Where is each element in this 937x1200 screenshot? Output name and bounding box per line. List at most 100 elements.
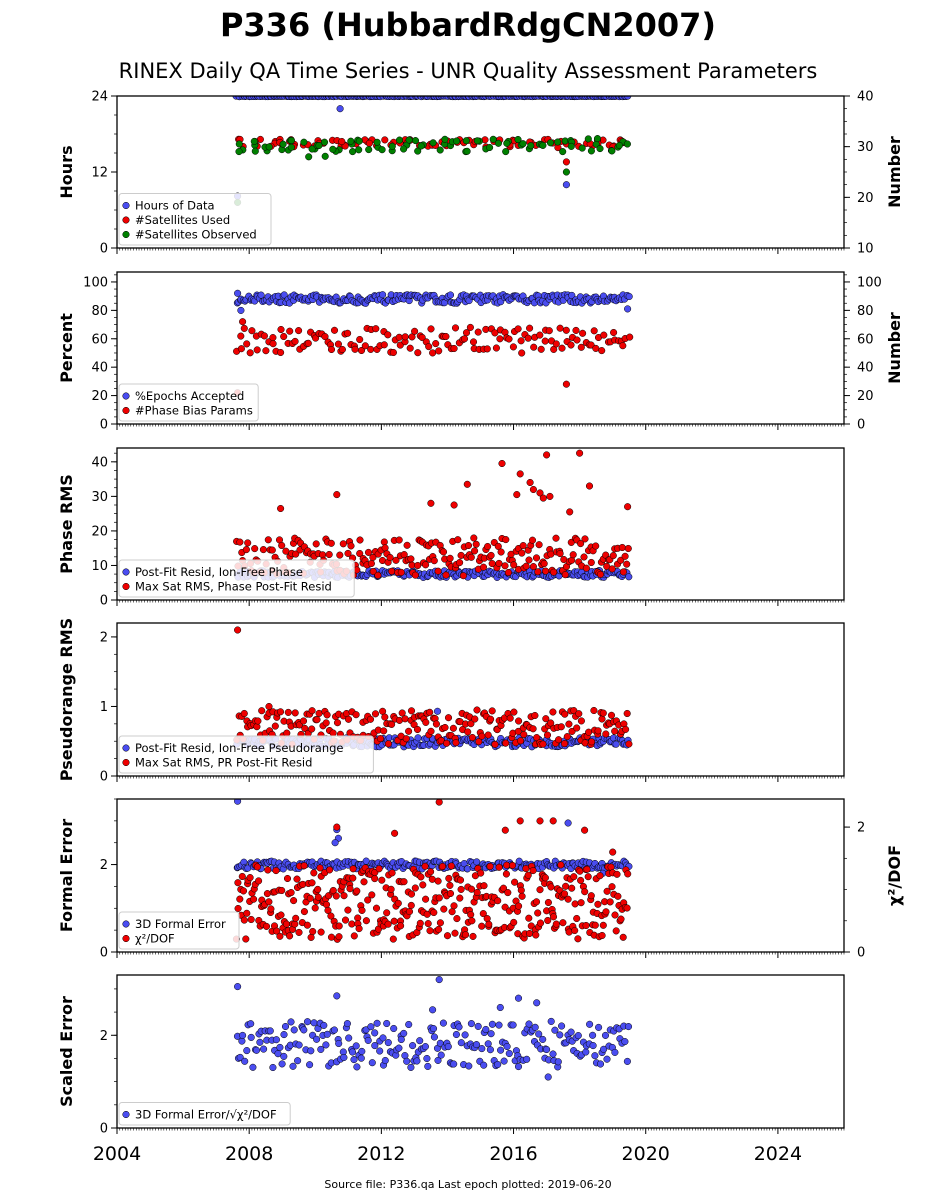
x-tick-label: 2012 xyxy=(357,1143,405,1165)
data-point xyxy=(625,573,633,581)
data-point xyxy=(539,1035,547,1043)
data-point xyxy=(617,556,625,564)
data-point xyxy=(478,732,486,740)
data-point xyxy=(426,708,434,716)
data-point xyxy=(459,572,467,580)
legend-marker xyxy=(122,568,130,576)
data-point xyxy=(368,1059,376,1067)
data-point-outlier xyxy=(498,459,506,468)
data-point xyxy=(306,894,314,902)
series-max-sat-rms-phase-post-fit-resid xyxy=(233,449,632,580)
data-point xyxy=(352,711,360,719)
data-point xyxy=(329,145,337,153)
data-point xyxy=(522,562,530,570)
data-point xyxy=(511,878,519,886)
data-point xyxy=(251,545,259,553)
data-point xyxy=(300,1026,308,1034)
x-tick-label: 2024 xyxy=(754,1143,802,1165)
data-point-outlier xyxy=(544,1073,552,1081)
data-point xyxy=(506,714,514,722)
legend-marker xyxy=(122,406,130,415)
data-point-outlier xyxy=(234,626,242,634)
x-ticks xyxy=(116,1128,845,1134)
y-axis-label: Pseudorange RMS xyxy=(57,618,76,781)
y-tick-label: 0 xyxy=(100,946,108,961)
data-point-outlier xyxy=(564,819,572,827)
data-point xyxy=(239,887,248,895)
data-point xyxy=(291,920,299,928)
data-point xyxy=(623,1057,631,1065)
legend-box xyxy=(118,383,259,422)
y-tick-label: 0 xyxy=(100,594,108,609)
data-point xyxy=(535,541,543,549)
data-point xyxy=(407,555,415,563)
data-point xyxy=(347,137,355,145)
data-point xyxy=(321,333,329,341)
legend-marker xyxy=(122,201,130,210)
data-point xyxy=(309,927,317,936)
data-point xyxy=(435,894,443,902)
data-point xyxy=(514,325,522,333)
data-point xyxy=(461,1031,469,1039)
data-point xyxy=(436,146,444,154)
data-point xyxy=(240,916,248,924)
data-point xyxy=(329,886,337,895)
scatter-points xyxy=(233,976,633,1081)
data-point xyxy=(272,867,280,875)
data-point xyxy=(623,709,631,718)
series-max-sat-rms-pr-post-fit-resid xyxy=(233,626,633,749)
y-tick-label: 24 xyxy=(91,90,108,105)
data-point xyxy=(238,872,246,881)
data-point xyxy=(488,707,496,715)
data-point xyxy=(611,1048,619,1056)
data-point xyxy=(539,141,547,149)
data-point xyxy=(240,324,248,332)
data-point xyxy=(598,715,606,723)
data-point-outlier xyxy=(496,1003,504,1012)
data-point-outlier xyxy=(277,504,285,513)
data-point xyxy=(310,1019,318,1027)
x-tick-label: 2008 xyxy=(225,1143,273,1165)
data-point xyxy=(364,1036,372,1044)
data-point xyxy=(407,1063,415,1071)
data-point xyxy=(405,1020,413,1029)
data-point xyxy=(237,332,245,340)
data-point-outlier xyxy=(450,501,458,509)
data-point xyxy=(252,1046,261,1054)
data-point xyxy=(595,1023,603,1031)
data-point xyxy=(588,738,596,746)
data-point xyxy=(414,349,422,357)
data-point xyxy=(552,534,560,542)
data-point xyxy=(360,878,368,886)
data-point xyxy=(469,338,478,346)
data-point-outlier xyxy=(562,168,570,176)
data-point xyxy=(495,863,503,871)
data-point xyxy=(429,349,437,357)
data-point xyxy=(344,329,352,337)
legend-label: %Epochs Accepted xyxy=(135,389,244,403)
data-point xyxy=(474,328,482,336)
data-point xyxy=(383,909,391,917)
x-ticks xyxy=(116,600,845,606)
y2-tick-label: 20 xyxy=(857,389,874,404)
data-point xyxy=(434,1056,442,1064)
data-point xyxy=(249,1063,257,1071)
data-point-outlier xyxy=(576,449,584,457)
data-point xyxy=(235,148,243,156)
data-point-outlier xyxy=(516,470,524,478)
data-point xyxy=(453,915,461,923)
data-point xyxy=(442,571,450,579)
data-point xyxy=(343,1020,351,1028)
data-point xyxy=(502,870,510,878)
data-point xyxy=(543,1045,551,1054)
data-point xyxy=(388,720,396,728)
data-point xyxy=(304,339,312,347)
data-point xyxy=(376,1047,384,1055)
data-point xyxy=(256,1038,264,1046)
data-point xyxy=(355,146,363,154)
data-point xyxy=(594,727,602,735)
data-point xyxy=(291,337,299,345)
data-point xyxy=(514,1063,523,1071)
data-point xyxy=(418,333,426,342)
